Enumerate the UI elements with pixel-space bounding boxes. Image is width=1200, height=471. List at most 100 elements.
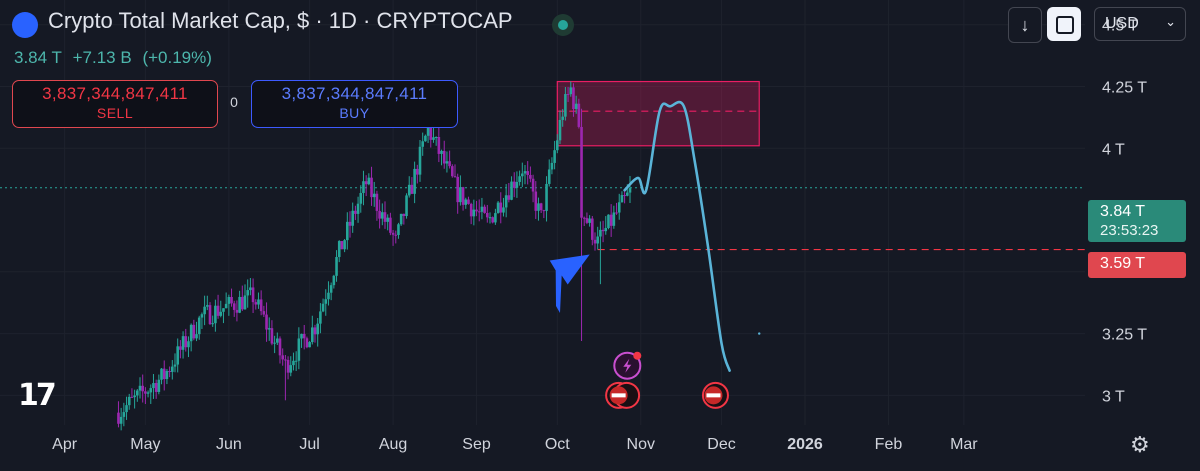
candle-body	[311, 327, 314, 343]
candle-body	[195, 334, 198, 339]
x-tick-label: 2026	[787, 436, 823, 453]
candle-body	[370, 177, 373, 198]
candle-body	[582, 217, 586, 219]
candle-body	[372, 193, 376, 198]
candle-body	[434, 136, 438, 138]
candle-body	[564, 94, 567, 117]
candle-body	[383, 212, 387, 222]
candle-body	[119, 416, 123, 424]
candle-body	[461, 187, 465, 205]
candle-body	[523, 171, 527, 174]
candle-body	[626, 192, 629, 196]
x-tick-label: Sep	[462, 436, 491, 453]
candle-body	[203, 306, 206, 315]
candle-body	[133, 395, 136, 398]
crypto-logo-icon	[12, 12, 38, 38]
candle-body	[534, 191, 538, 211]
candle-body	[502, 207, 505, 213]
x-tick-label: Jun	[216, 436, 242, 453]
candle-body	[453, 176, 457, 178]
candle-body	[235, 309, 239, 313]
chevron-down-icon: ⌄	[1165, 14, 1176, 29]
candle-body	[402, 213, 406, 217]
candle-body	[351, 210, 354, 226]
change-pct: (+0.19%)	[142, 48, 212, 67]
snapshot-icon[interactable]	[1047, 7, 1081, 41]
candle-body	[127, 396, 131, 406]
candle-body	[599, 229, 602, 237]
candle-body	[146, 392, 150, 394]
candle-body	[569, 87, 573, 95]
candle-body	[259, 299, 263, 312]
candle-body	[553, 150, 556, 163]
download-icon[interactable]: ↓	[1008, 7, 1042, 43]
candle-body	[246, 290, 249, 296]
candle-body	[241, 296, 244, 310]
candle-body	[313, 327, 317, 335]
candle-body	[267, 328, 271, 330]
candle-body	[467, 199, 470, 204]
tradingview-logo: 17	[18, 378, 57, 413]
candle-body	[397, 224, 400, 235]
candle-body	[289, 365, 293, 373]
buy-label: BUY	[339, 105, 370, 121]
candle-body	[138, 385, 142, 391]
candle-body	[321, 303, 325, 312]
candle-body	[389, 217, 392, 233]
candle-body	[477, 211, 481, 213]
candle-body	[413, 168, 416, 194]
candle-body	[257, 299, 260, 305]
candle-body	[510, 181, 513, 200]
candle-body	[136, 390, 139, 396]
lightning-glyph	[623, 358, 632, 373]
x-tick-label: Oct	[545, 436, 570, 453]
gear-icon[interactable]: ⚙	[1130, 432, 1150, 457]
candle-body	[585, 218, 589, 223]
change-abs: +7.13 B	[72, 48, 132, 67]
candle-body	[270, 328, 274, 344]
candle-body	[480, 206, 484, 212]
candle-body	[566, 94, 570, 96]
candle-body	[284, 359, 287, 361]
candle-body	[152, 383, 155, 389]
candle-body	[216, 305, 220, 316]
annotation-arrow	[549, 254, 590, 313]
candle-body	[588, 218, 591, 223]
candle-body	[596, 236, 599, 244]
buy-button[interactable]: 3,837,344,847,411 BUY	[251, 80, 458, 128]
candle-body	[176, 346, 179, 365]
candle-body	[437, 136, 441, 154]
candle-body	[429, 125, 433, 140]
candle-body	[364, 181, 368, 185]
candle-body	[609, 214, 613, 226]
projection-line	[623, 100, 731, 372]
candle-body	[464, 199, 468, 205]
candle-body	[472, 209, 476, 217]
candle-body	[615, 212, 618, 214]
candle-body	[475, 209, 478, 212]
sell-price: 3,837,344,847,411	[42, 84, 188, 103]
candle-body	[157, 379, 161, 392]
candle-body	[348, 221, 352, 226]
market-status-icon[interactable]	[552, 14, 574, 36]
candle-body	[426, 125, 430, 136]
candle-body	[206, 305, 209, 307]
sell-button[interactable]: 3,837,344,847,411 SELL	[12, 80, 218, 128]
candle-body	[219, 311, 223, 316]
candle-body	[224, 303, 228, 309]
x-tick-label: Aug	[379, 436, 407, 453]
price-change-row: 3.84 T +7.13 B (+0.19%)	[14, 48, 218, 68]
candle-body	[214, 305, 217, 324]
candle-body	[601, 229, 605, 232]
candle-body	[346, 221, 349, 241]
candle-body	[211, 323, 214, 325]
currency-select[interactable]: USD ⌄	[1094, 7, 1186, 41]
candle-body	[531, 178, 535, 192]
candle-body	[227, 296, 231, 304]
candle-body	[294, 360, 298, 362]
candle-body	[144, 391, 147, 394]
x-tick-label: Dec	[707, 436, 735, 453]
candle-body	[302, 333, 306, 339]
y-tick-label: 3.25 T	[1102, 327, 1147, 344]
